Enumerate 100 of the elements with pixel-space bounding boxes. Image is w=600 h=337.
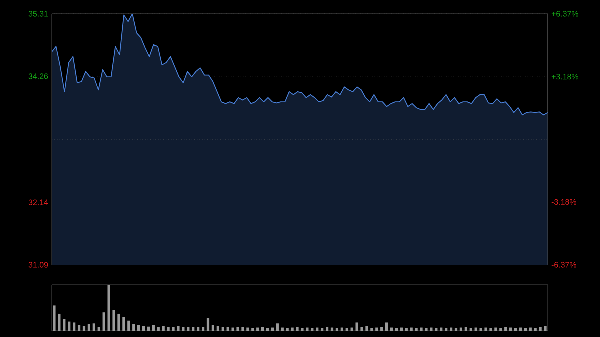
bar [524, 328, 527, 331]
bar [450, 328, 453, 331]
bar [112, 310, 116, 331]
bar [202, 327, 205, 331]
bar [435, 328, 438, 331]
bar [306, 328, 309, 331]
bar [474, 328, 478, 331]
bar [311, 328, 314, 331]
bar [534, 328, 537, 331]
bar [242, 327, 244, 331]
bar [276, 324, 279, 331]
bar [68, 322, 71, 331]
bar [400, 328, 403, 331]
bar [172, 327, 175, 331]
bar [142, 326, 146, 331]
bar [58, 314, 61, 331]
bar [356, 322, 358, 331]
bar [544, 326, 547, 331]
bar [78, 325, 81, 331]
bar [147, 326, 150, 331]
bar [410, 328, 413, 331]
bar [177, 326, 180, 331]
bar [420, 328, 423, 331]
bar [216, 326, 220, 331]
bar [92, 324, 96, 331]
bar [246, 328, 250, 331]
bar [500, 328, 502, 331]
bar [415, 328, 418, 331]
bar [519, 328, 522, 331]
bar [222, 327, 224, 331]
bar [490, 328, 492, 331]
bar [340, 328, 344, 331]
bar [98, 327, 100, 331]
bar [494, 328, 498, 331]
bar [291, 328, 294, 331]
bar [395, 328, 398, 331]
bar [262, 327, 264, 331]
bar [350, 328, 354, 331]
bar [236, 327, 240, 331]
bar [321, 328, 324, 331]
bar [88, 324, 90, 331]
bar [192, 327, 195, 331]
bar [504, 327, 508, 331]
bar [206, 318, 210, 331]
bar [405, 328, 408, 331]
bar [316, 328, 319, 331]
bar [281, 328, 284, 331]
bar [122, 317, 126, 331]
bar [167, 327, 170, 331]
bar [366, 326, 368, 331]
bar [102, 312, 106, 331]
bar [539, 327, 542, 331]
bar [510, 328, 512, 331]
bar [108, 285, 110, 331]
bar [128, 320, 130, 331]
bar [53, 306, 56, 331]
bar [138, 325, 140, 331]
bar [73, 322, 76, 331]
bar [445, 328, 448, 331]
bar [360, 327, 364, 331]
bar [336, 328, 339, 331]
bar [132, 324, 136, 331]
bar [470, 328, 472, 331]
bar [464, 327, 468, 331]
bar [286, 328, 289, 331]
bar [118, 314, 120, 331]
bar [187, 327, 190, 331]
bar [346, 328, 348, 331]
bar [370, 328, 374, 331]
bar [440, 328, 443, 331]
bar [460, 328, 463, 331]
bar [376, 328, 378, 331]
bar [430, 328, 433, 331]
bar [232, 328, 234, 331]
bar [514, 328, 518, 331]
bar [454, 328, 458, 331]
bar [212, 325, 215, 331]
bar [484, 328, 488, 331]
bar [296, 327, 299, 331]
bar [256, 328, 260, 331]
bar [271, 328, 274, 331]
bar [380, 327, 384, 331]
bar [252, 328, 254, 331]
bar [63, 320, 66, 331]
bar [529, 328, 532, 331]
bar [152, 325, 155, 331]
bar [330, 328, 334, 331]
bar [226, 327, 230, 331]
bar [390, 328, 394, 331]
bar [326, 327, 329, 331]
bar [197, 327, 200, 331]
bar [425, 328, 428, 331]
bar [480, 328, 482, 331]
bar [301, 328, 304, 331]
bar [82, 326, 86, 331]
bar [157, 327, 160, 331]
bar [182, 327, 185, 331]
bar [162, 326, 165, 331]
bar [386, 322, 388, 331]
bar [266, 328, 270, 331]
